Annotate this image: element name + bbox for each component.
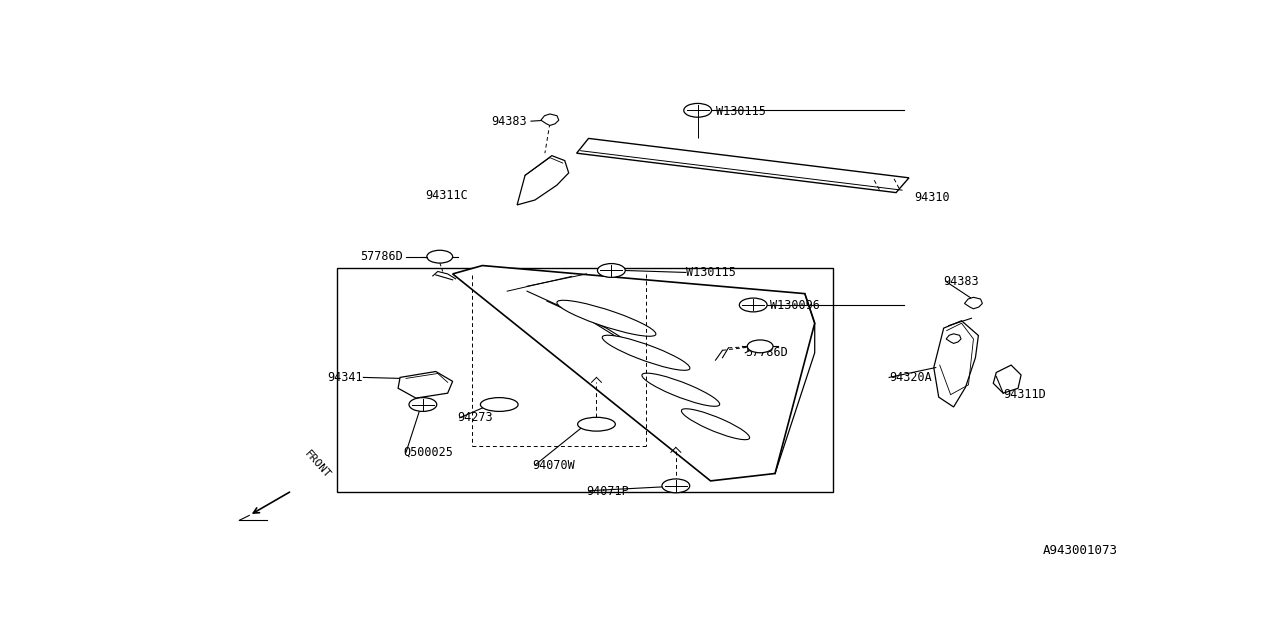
- Text: W130115: W130115: [716, 105, 765, 118]
- Ellipse shape: [480, 397, 518, 412]
- Text: W130115: W130115: [686, 266, 736, 280]
- Text: 94383: 94383: [492, 115, 527, 127]
- Text: 94311C: 94311C: [425, 189, 467, 202]
- Circle shape: [740, 298, 767, 312]
- Polygon shape: [946, 334, 961, 344]
- Text: FRONT: FRONT: [302, 449, 332, 481]
- Polygon shape: [993, 365, 1021, 393]
- Circle shape: [684, 104, 712, 117]
- Polygon shape: [934, 321, 978, 407]
- Ellipse shape: [577, 417, 616, 431]
- Circle shape: [410, 397, 436, 412]
- Text: 94310: 94310: [914, 191, 950, 204]
- Text: 94341: 94341: [328, 371, 364, 384]
- Ellipse shape: [641, 373, 719, 406]
- Circle shape: [662, 479, 690, 493]
- Text: 94273: 94273: [458, 412, 493, 424]
- Text: 57786D: 57786D: [360, 250, 403, 263]
- Bar: [337, 268, 832, 492]
- Polygon shape: [453, 266, 815, 481]
- Circle shape: [748, 340, 773, 353]
- Ellipse shape: [681, 409, 750, 440]
- Circle shape: [598, 264, 625, 277]
- Text: 57786D: 57786D: [745, 346, 788, 359]
- Polygon shape: [576, 138, 909, 193]
- Text: A943001073: A943001073: [1042, 545, 1117, 557]
- Text: 94320A: 94320A: [890, 371, 932, 384]
- Polygon shape: [541, 114, 559, 125]
- Ellipse shape: [603, 335, 690, 371]
- Text: 94311D: 94311D: [1004, 388, 1046, 401]
- Polygon shape: [398, 371, 453, 398]
- Ellipse shape: [557, 300, 655, 336]
- Polygon shape: [517, 156, 568, 205]
- Text: 94070W: 94070W: [532, 459, 575, 472]
- Text: 94383: 94383: [943, 275, 979, 288]
- Text: W130096: W130096: [771, 300, 820, 312]
- Text: 94071P: 94071P: [586, 485, 630, 498]
- Polygon shape: [965, 297, 982, 309]
- Text: Q500025: Q500025: [403, 446, 453, 459]
- Circle shape: [426, 250, 453, 263]
